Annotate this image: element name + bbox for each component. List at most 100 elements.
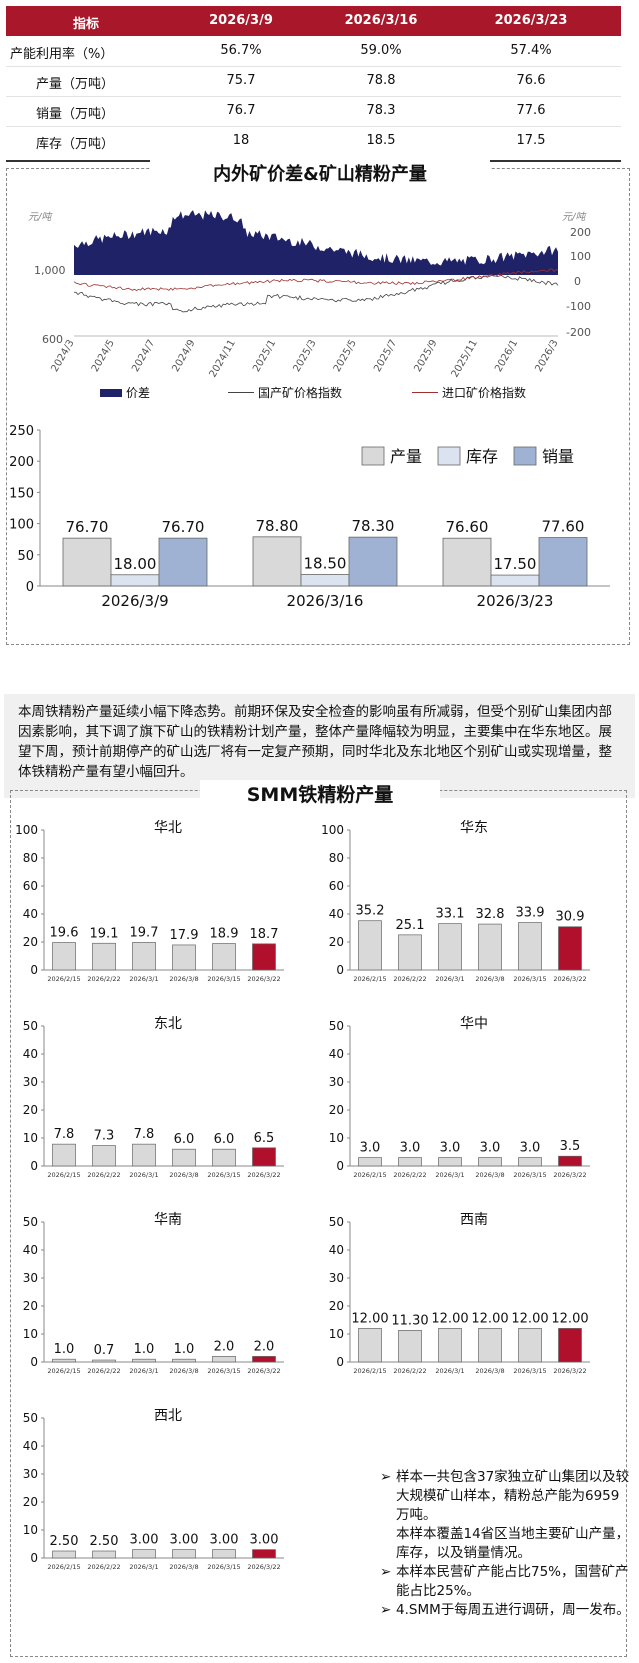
chart-title: 内外矿价差&矿山精粉产量 [150, 160, 490, 186]
bar [172, 1549, 196, 1559]
x-tick-label: 2026/2/22 [393, 1367, 426, 1375]
bar [398, 1330, 422, 1363]
x-tick-label: 2026/3/1 [435, 1171, 464, 1179]
regional-panels: 华北02040608010019.62026/2/1519.12026/2/22… [15, 820, 590, 1571]
legend-label: 进口矿价格指数 [442, 386, 527, 400]
data-label: 78.80 [256, 517, 299, 535]
x-tick-label: 2026/2/22 [87, 1563, 120, 1571]
legend-label: 产量 [390, 447, 422, 466]
x-tick-label: 2026/3/15 [207, 975, 240, 983]
x-tick-label: 2025/3 [291, 338, 318, 374]
x-tick-label: 2026/3/8 [169, 1563, 198, 1571]
bar [52, 1143, 76, 1167]
table-header-cell: 2026/3/16 [344, 13, 418, 28]
bar [52, 1358, 76, 1363]
bar [132, 942, 156, 971]
x-tick-label: 2026/3/8 [475, 975, 504, 983]
x-tick-label: 2026/3/15 [207, 1367, 240, 1375]
bar-产量 [62, 537, 112, 587]
data-label: 3.0 [360, 1141, 381, 1156]
data-label: 17.50 [494, 555, 537, 573]
x-tick-label: 2024/5 [90, 338, 117, 374]
x-tick-label: 2026/2/15 [47, 1171, 80, 1179]
y-unit-left: 元/吨 [28, 211, 53, 223]
legend-line-import [412, 392, 438, 393]
bar [478, 1328, 502, 1363]
bullet-marker: ➢ [380, 1602, 392, 1618]
y-tick-label: 20 [23, 1495, 38, 1509]
x-tick-label: 2026/2/22 [87, 975, 120, 983]
y-tick-label: 150 [10, 486, 34, 501]
row-label: 销量（万吨） [36, 107, 115, 122]
bar-库存 [490, 574, 540, 587]
y-tick-label: 20 [329, 935, 344, 949]
bar [132, 1549, 156, 1559]
x-tick-label: 2025/7 [372, 338, 399, 374]
row-label: 产量（万吨） [36, 77, 115, 92]
spread-area [74, 210, 558, 275]
table-row: 产量（万吨） 75.7 78.8 76.6 [6, 66, 621, 97]
x-tick-label: 2026/3/8 [169, 1171, 198, 1179]
legend-swatch [361, 446, 385, 466]
data-label: 7.8 [54, 1127, 75, 1142]
data-label: 3.0 [480, 1141, 501, 1156]
x-tick-labels: 2024/3 2024/5 2024/7 2024/9 2024/11 2025/1 202… [49, 338, 560, 379]
table-row: 库存（万吨） 18 18.5 17.5 [6, 126, 621, 156]
bar [518, 1157, 542, 1167]
bar [252, 1356, 276, 1363]
regional-charts: 华北02040608010019.62026/2/1519.12026/2/22… [15, 820, 590, 1571]
panel-华东: 华东 0 20 40 60 80 100 35.2 2026/2/15 25.1 2026/2/22… [321, 820, 590, 983]
y-tick-label: 60 [329, 879, 344, 893]
bar-销量 [348, 536, 398, 587]
y-tick-label: 0 [26, 580, 34, 595]
y-tick-label: 40 [23, 907, 38, 921]
note-item: ➢ 本样本民营矿产能占比75%，国营矿产能占比25%。 [380, 1563, 630, 1601]
y-tick-left: 600 [42, 333, 63, 346]
x-tick-label: 2026/3/16 [287, 592, 364, 610]
bar [398, 1157, 422, 1167]
x-tick-label: 2026/2/15 [353, 1367, 386, 1375]
cell: 76.7 [226, 103, 256, 118]
bar [52, 942, 76, 971]
cell: 77.6 [516, 103, 546, 118]
x-tick-label: 2026/3/8 [169, 975, 198, 983]
legend-label: 国产矿价格指数 [258, 386, 343, 400]
data-label: 11.30 [391, 1313, 428, 1328]
x-tick-label: 2025/5 [332, 338, 359, 374]
bar [252, 943, 276, 971]
bar [438, 923, 462, 971]
panel-title: 东北 [154, 1016, 182, 1032]
bar [558, 926, 582, 971]
y-tick-label: 10 [329, 1131, 344, 1145]
y-tick-label: 50 [23, 1411, 38, 1425]
x-tick-label: 2024/7 [130, 338, 157, 374]
cell: 78.8 [366, 73, 396, 88]
data-label: 12.00 [431, 1311, 468, 1326]
y-tick-right: 100 [570, 250, 591, 263]
bar-销量 [538, 537, 588, 587]
table-row: 销量（万吨） 76.7 78.3 77.6 [6, 96, 621, 127]
data-label: 6.5 [254, 1131, 275, 1146]
y-tick-label: 60 [23, 879, 38, 893]
data-label: 18.50 [304, 554, 347, 572]
y-tick-label: 0 [30, 963, 38, 977]
data-label: 33.1 [436, 907, 465, 922]
data-label: 0.7 [94, 1343, 115, 1358]
x-tick-label: 2026/3/1 [435, 975, 464, 983]
bar [518, 922, 542, 971]
table-header-cell: 指标 [72, 17, 99, 32]
y-tick-left: 1,000 [34, 264, 66, 277]
bar [92, 1145, 116, 1167]
y-tick-label: 10 [23, 1523, 38, 1537]
x-tick-label: 2026/3/1 [129, 1563, 158, 1571]
bar-库存 [300, 574, 350, 587]
data-label: 7.8 [134, 1127, 155, 1142]
bar [132, 1143, 156, 1167]
y-tick-label: 40 [23, 1439, 38, 1453]
legend-swatch-spread [100, 389, 122, 397]
x-tick-label: 2026/1 [493, 338, 520, 374]
y-unit-right: 元/吨 [562, 211, 587, 223]
data-label: 3.0 [400, 1141, 421, 1156]
panel-华北: 华北 0 20 40 60 80 100 19.6 2026/2/15 19.1 2026/2/22… [15, 820, 284, 983]
y-tick-label: 20 [23, 1299, 38, 1313]
